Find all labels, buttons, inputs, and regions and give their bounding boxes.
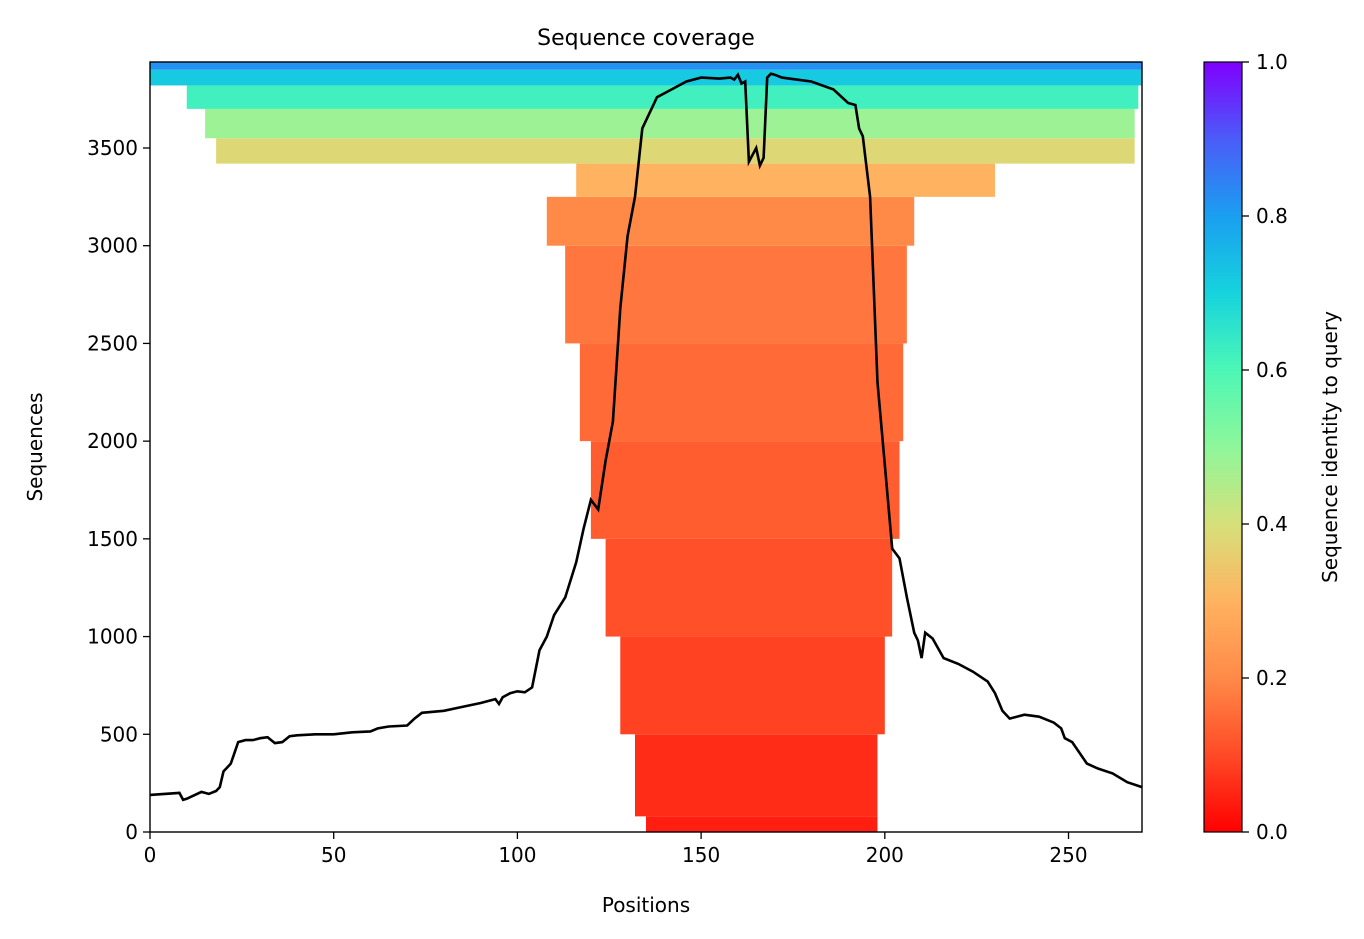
x-tick-label: 0 — [144, 843, 157, 867]
coverage-band — [150, 62, 1142, 70]
coverage-band — [186, 85, 1139, 109]
coverage-band — [634, 734, 878, 817]
coverage-band — [579, 343, 904, 442]
y-axis: 0 500 1000 1500 2000 2500 3000 3500 — [87, 136, 150, 844]
x-tick-label: 200 — [866, 843, 904, 867]
colorbar-tick-label: 0.4 — [1256, 512, 1288, 536]
coverage-band — [205, 108, 1135, 139]
colorbar — [1203, 61, 1243, 833]
x-tick-label: 100 — [498, 843, 536, 867]
coverage-line — [150, 72, 1142, 802]
y-tick-label: 3000 — [87, 234, 138, 258]
chart-title: Sequence coverage — [537, 26, 755, 51]
y-tick-label: 2500 — [87, 331, 138, 355]
coverage-band — [620, 636, 885, 735]
colorbar-tick-label: 0.8 — [1256, 204, 1288, 228]
colorbar-axis: 0.0 0.2 0.4 0.6 0.8 1.0 — [1242, 50, 1288, 844]
coverage-band — [150, 69, 1142, 86]
coverage-band — [590, 441, 900, 539]
y-tick-label: 500 — [100, 722, 138, 746]
y-tick-label: 2000 — [87, 429, 138, 453]
plot-frame — [149, 61, 1143, 833]
coverage-band — [646, 816, 878, 832]
y-axis-label: Sequences — [23, 392, 47, 501]
x-tick-label: 50 — [321, 843, 346, 867]
x-tick-label: 250 — [1049, 843, 1087, 867]
coverage-band — [546, 196, 915, 246]
colorbar-tick-label: 1.0 — [1256, 50, 1288, 74]
colorbar-tick-label: 0.6 — [1256, 358, 1288, 382]
x-axis-label: Positions — [602, 893, 690, 917]
colorbar-tick-label: 0.0 — [1256, 820, 1288, 844]
colorbar-tick-label: 0.2 — [1256, 666, 1288, 690]
y-tick-label: 0 — [125, 820, 138, 844]
coverage-band — [565, 245, 907, 344]
x-tick-label: 150 — [682, 843, 720, 867]
x-axis: 0 50 100 150 200 250 — [144, 832, 1088, 867]
coverage-heatmap — [150, 62, 1142, 832]
colorbar-label: Sequence identity to query — [1318, 311, 1342, 583]
coverage-band — [216, 138, 1135, 164]
y-tick-label: 1000 — [87, 625, 138, 649]
coverage-band — [605, 538, 893, 637]
y-tick-label: 3500 — [87, 136, 138, 160]
y-tick-label: 1500 — [87, 527, 138, 551]
coverage-band — [576, 163, 996, 197]
